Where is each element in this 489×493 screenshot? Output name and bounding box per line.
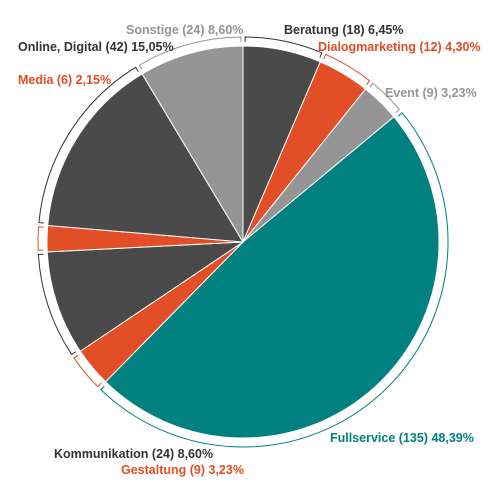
slice-kommunikation [46,241,245,352]
label-sonstige: Sonstige (24) 8,60% [126,23,243,37]
label-media: Media (6) 2,15% [18,73,111,87]
label-event: Event (9) 3,23% [385,86,477,100]
label-fullservice: Fullservice (135) 48,39% [330,431,474,445]
slice-labels: Beratung (18) 6,45% Dialogmarketing (12) … [18,23,481,477]
bracket-sonstige [138,36,242,70]
label-beratung: Beratung (18) 6,45% [284,23,403,37]
bracket-media [37,226,44,251]
label-online-digital: Online, Digital (42) 15,05% [18,40,174,54]
bracket-beratung [244,36,323,58]
label-brackets [37,36,449,448]
label-kommunikation: Kommunikation (24) 8,60% [54,447,213,461]
bracket-online-digital [38,66,139,224]
slice-online-digital [47,73,244,243]
pie-slices [46,45,440,439]
bracket-fullservice [100,112,449,448]
label-gestaltung: Gestaltung (9) 3,23% [121,463,244,477]
bracket-gestaltung [73,354,102,388]
label-dialogmarketing: Dialogmarketing (12) 4,30% [318,40,481,54]
bracket-dialogmarketing [323,53,371,85]
slice-sonstige [141,45,244,244]
bracket-event [369,82,401,114]
slice-fullservice [104,116,440,439]
bracket-kommunikation [37,253,77,356]
